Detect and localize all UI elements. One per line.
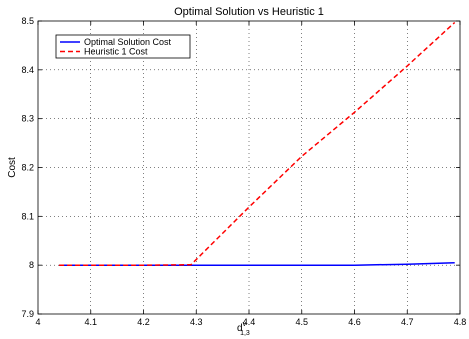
legend-label-1: Optimal Solution Cost [84, 37, 172, 47]
y-tick-label: 8.3 [21, 114, 34, 124]
y-tick-label: 8.5 [21, 16, 34, 26]
y-axis-label: Cost [7, 157, 18, 178]
plot-series [59, 21, 456, 266]
x-tick-label: 4.4 [243, 317, 256, 327]
series-line-2 [59, 21, 456, 266]
x-tick-label: 4.2 [137, 317, 150, 327]
y-tick-label: 7.9 [21, 309, 34, 319]
x-axis-label-sup: v [243, 321, 247, 328]
axis-ticks: 4 4.1 4.2 4.3 4.4 4.5 4.6 4.7 4.8 7.9 8 8.1 8.2 8.3 8.… [21, 16, 466, 327]
x-axis-label-sub: 1,3 [240, 330, 250, 337]
x-axis-label: dv 1,3 [237, 321, 250, 337]
y-tick-label: 8 [29, 260, 34, 270]
x-tick-label: 4.6 [348, 317, 361, 327]
x-tick-label: 4.7 [401, 317, 414, 327]
legend-label-2: Heuristic 1 Cost [84, 47, 148, 57]
y-tick-label: 8.1 [21, 211, 34, 221]
x-axis-label-main: d [237, 323, 243, 334]
x-tick-label: 4.5 [295, 317, 308, 327]
y-tick-label: 8.4 [21, 65, 34, 75]
x-tick-label: 4 [35, 317, 40, 327]
y-tick-label: 8.2 [21, 163, 34, 173]
chart-title: Optimal Solution vs Heuristic 1 [174, 6, 324, 18]
x-tick-label: 4.1 [84, 317, 97, 327]
x-tick-label: 4.3 [190, 317, 203, 327]
legend-box [55, 34, 191, 59]
x-tick-label: 4.8 [454, 317, 467, 327]
